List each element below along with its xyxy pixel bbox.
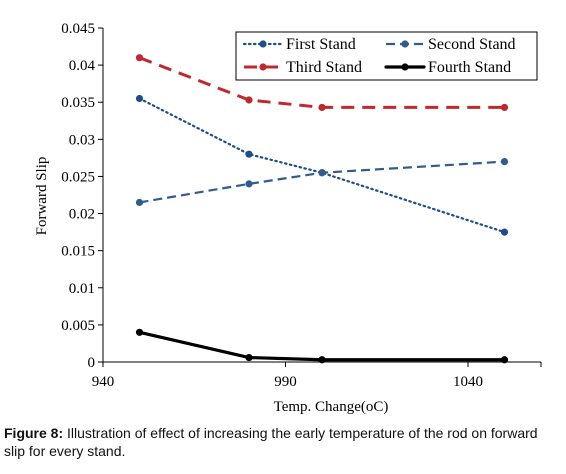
series-line — [137, 330, 507, 362]
line-chart: 0 0.005 0.01 0.015 0.02 0.025 0.03 0.035 0.04 0.0… — [34, 21, 542, 415]
data-point — [500, 158, 509, 166]
y-tick-label: 0.035 — [61, 95, 95, 111]
series-fourth-stand — [135, 328, 509, 364]
data-point — [245, 353, 253, 362]
legend-swatch-marker — [259, 40, 267, 48]
y-tick-label: 0.025 — [61, 169, 95, 185]
series-third-stand — [135, 54, 509, 112]
series-line — [138, 97, 506, 234]
data-point — [135, 198, 144, 207]
legend-swatch-marker — [401, 40, 409, 48]
x-tick-label: 990 — [274, 374, 297, 390]
legend-swatch-marker — [401, 63, 409, 71]
legend-item: First Stand — [242, 36, 356, 53]
caption-text: Illustration of effect of increasing the… — [4, 425, 538, 459]
data-point — [500, 228, 509, 236]
data-point — [135, 94, 144, 103]
caption-label: Figure 8: — [4, 425, 64, 441]
series-line — [138, 56, 505, 109]
y-tick-label: 0.04 — [69, 58, 96, 74]
legend-label: Fourth Stand — [428, 59, 511, 76]
data-point — [318, 169, 326, 177]
data-point — [135, 328, 144, 336]
y-tick-label: 0.02 — [69, 207, 95, 223]
legend-item: Fourth Stand — [384, 59, 511, 76]
series-second-stand — [135, 158, 509, 207]
legend-label: Third Stand — [286, 59, 362, 76]
y-tick-label: 0.03 — [69, 132, 95, 148]
x-tick-label: 1040 — [453, 374, 483, 390]
data-point — [245, 180, 253, 188]
y-tick-label: 0.015 — [61, 244, 95, 260]
y-tick-label: 0.01 — [69, 281, 95, 297]
y-axis-title: Forward Slip — [34, 157, 50, 236]
x-tick-label: 940 — [92, 374, 115, 390]
y-tick-label: 0 — [88, 355, 96, 371]
legend-item: Third Stand — [244, 59, 362, 76]
series-line — [139, 160, 505, 204]
data-point — [245, 96, 253, 104]
data-point — [318, 103, 326, 112]
data-point — [135, 54, 144, 62]
y-tick-label: 0.045 — [61, 21, 95, 37]
y-tick-label: 0.005 — [61, 318, 95, 334]
data-point — [500, 103, 509, 112]
figure-caption: Figure 8: Illustration of effect of incr… — [4, 424, 562, 460]
series-layer — [135, 54, 509, 364]
x-axis-title: Temp. Change(oC) — [274, 399, 389, 415]
legend-label: Second Stand — [428, 36, 516, 53]
legend: First Stand Second Stand Third Stand Fourth… — [235, 31, 538, 81]
data-point — [318, 356, 326, 364]
axes: 0 0.005 0.01 0.015 0.02 0.025 0.03 0.035 0.04 0.0… — [61, 21, 542, 390]
legend-item: Second Stand — [386, 36, 516, 53]
data-point — [500, 356, 509, 364]
legend-box — [235, 31, 538, 81]
legend-swatch-marker — [259, 63, 267, 71]
data-point — [245, 150, 253, 158]
legend-label: First Stand — [286, 36, 356, 53]
